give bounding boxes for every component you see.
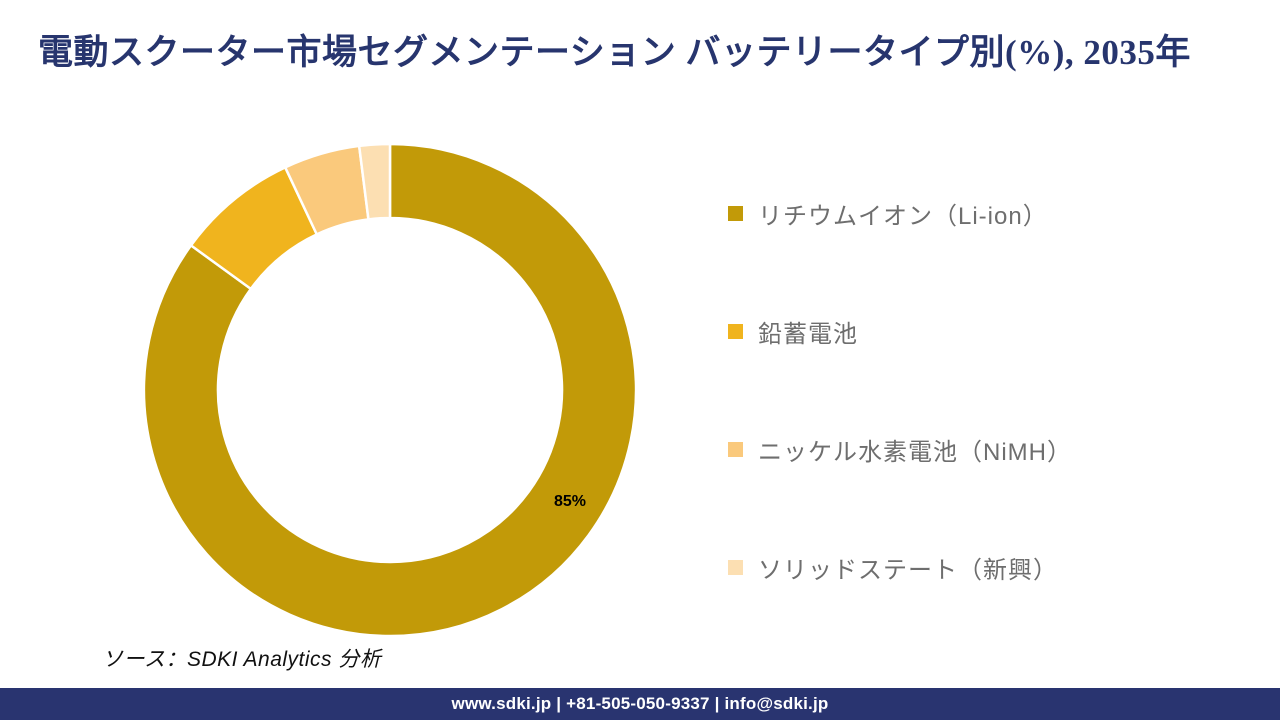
footer-bar: www.sdki.jp | +81-505-050-9337 | info@sd… — [0, 688, 1280, 720]
legend-label-solid-state: ソリッドステート（新興） — [758, 557, 1058, 584]
legend-item-solid-state: ソリッドステート（新興） — [728, 550, 1072, 585]
legend-item-li-ion: リチウムイオン（Li-ion） — [728, 196, 1072, 231]
legend-swatch-nimh — [728, 442, 743, 457]
data-label-li-ion: 85% — [553, 493, 587, 510]
legend-label-lead-acid: 鉛蓄電池 — [758, 321, 858, 348]
donut-svg — [142, 142, 638, 638]
footer-contact-text: www.sdki.jp | +81-505-050-9337 | info@sd… — [451, 694, 829, 713]
donut-slice-3 — [357, 142, 392, 221]
legend-label-nimh: ニッケル水素電池（NiMH） — [758, 439, 1072, 466]
legend-swatch-li-ion — [728, 206, 743, 221]
legend-item-lead-acid: 鉛蓄電池 — [728, 314, 1072, 349]
page-title: 電動スクーター市場セグメンテーション バッテリータイプ別(%), 2035年 — [38, 33, 1191, 72]
legend-swatch-solid-state — [728, 560, 743, 575]
donut-chart — [140, 140, 640, 640]
legend-item-nimh: ニッケル水素電池（NiMH） — [728, 432, 1072, 467]
chart-legend: リチウムイオン（Li-ion） 鉛蓄電池 ニッケル水素電池（NiMH） ソリッド… — [728, 196, 1072, 585]
source-attribution: ソース：SDKI Analytics 分析 — [102, 648, 382, 671]
legend-swatch-lead-acid — [728, 324, 743, 339]
legend-label-li-ion: リチウムイオン（Li-ion） — [758, 203, 1048, 230]
donut-slice-0 — [142, 142, 638, 638]
